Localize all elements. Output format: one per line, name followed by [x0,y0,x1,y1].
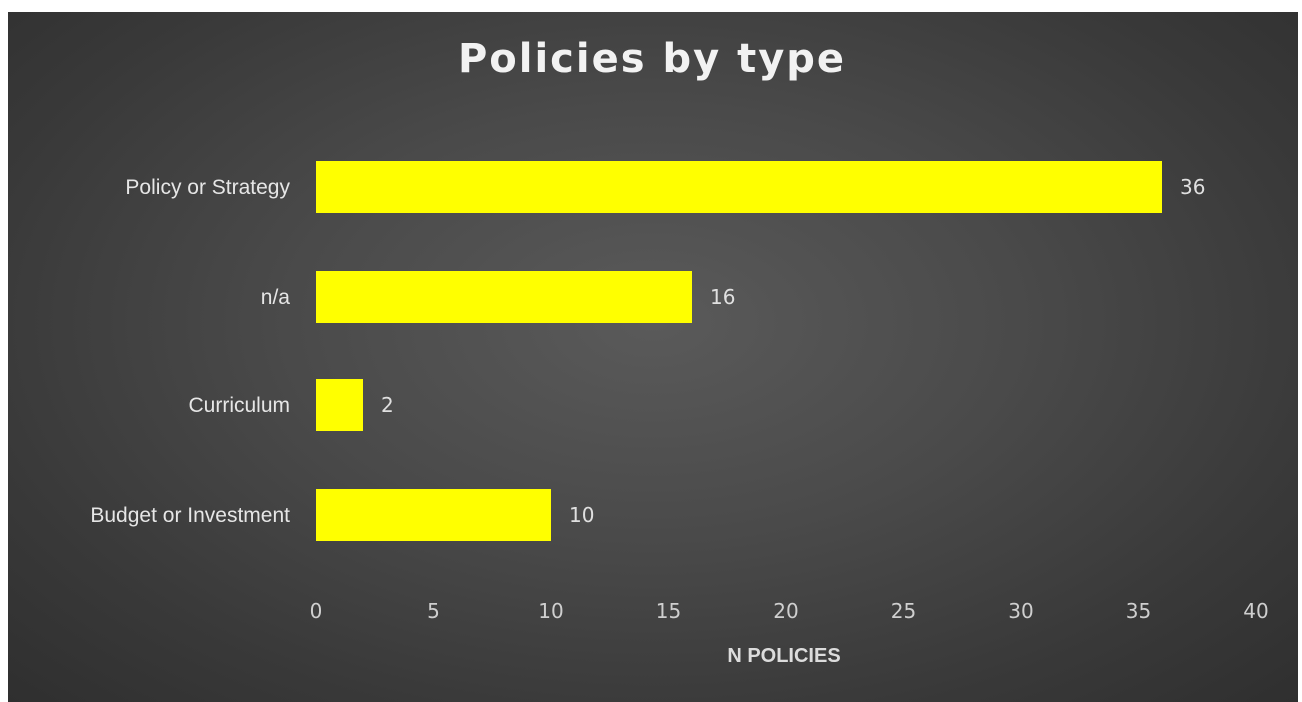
x-tick-label: 20 [773,599,798,623]
data-label: 36 [1180,175,1205,199]
bar-1 [316,271,692,323]
data-label: 2 [381,393,394,417]
x-tick-label: 0 [310,599,323,623]
chart-title: Policies by type [458,36,846,82]
x-tick-label: 5 [427,599,440,623]
x-tick-label: 30 [1008,599,1033,623]
x-tick-label: 15 [656,599,681,623]
x-tick-label: 25 [891,599,916,623]
data-label: 16 [710,285,735,309]
x-tick-label: 35 [1126,599,1151,623]
x-tick-labels: 0 5 10 15 20 25 30 35 40 [310,599,1269,623]
bars-group [316,161,1162,541]
bar-0 [316,161,1162,213]
category-label: Policy or Strategy [125,176,290,199]
x-tick-label: 10 [538,599,563,623]
category-label: Curriculum [188,394,290,417]
category-label: n/a [261,286,291,309]
category-labels: Policy or Strategy n/a Curriculum Budget or… [90,176,290,527]
data-label: 10 [569,503,594,527]
x-axis-title: N POLICIES [727,645,840,667]
data-labels: 36 16 2 10 [381,175,1205,527]
category-label: Budget or Investment [90,504,290,527]
bar-2 [316,379,363,431]
bar-3 [316,489,551,541]
x-tick-label: 40 [1243,599,1268,623]
chart-background [8,12,1298,702]
